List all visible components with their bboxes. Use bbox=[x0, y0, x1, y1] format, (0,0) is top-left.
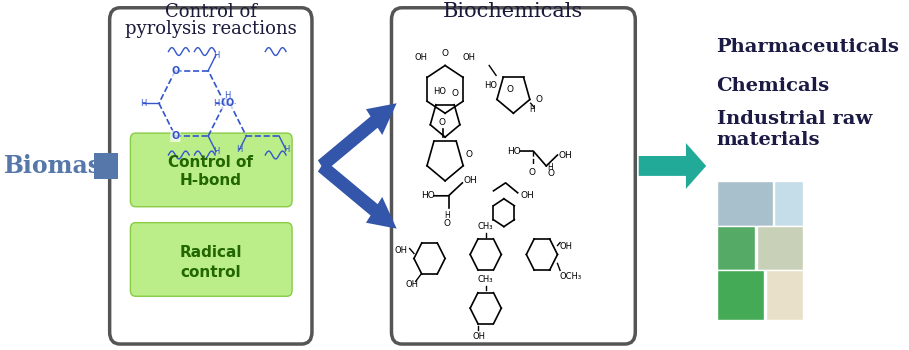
Text: O: O bbox=[225, 98, 234, 108]
Text: O: O bbox=[506, 85, 514, 94]
Text: Control of: Control of bbox=[168, 155, 254, 170]
Text: H: H bbox=[236, 145, 243, 154]
Text: OH: OH bbox=[558, 150, 572, 160]
Text: Chemicals: Chemicals bbox=[716, 77, 830, 95]
Polygon shape bbox=[318, 103, 396, 172]
Text: OH: OH bbox=[395, 246, 408, 255]
Text: O: O bbox=[442, 49, 448, 57]
Text: OH: OH bbox=[405, 280, 419, 289]
FancyBboxPatch shape bbox=[130, 223, 292, 296]
Polygon shape bbox=[318, 160, 396, 229]
Text: OH: OH bbox=[520, 191, 534, 200]
Text: OH: OH bbox=[463, 53, 475, 62]
Text: H: H bbox=[224, 91, 230, 100]
Text: O: O bbox=[465, 149, 473, 159]
Text: OH: OH bbox=[559, 242, 572, 251]
Text: Radical: Radical bbox=[180, 245, 242, 260]
Bar bbox=[757, 226, 803, 271]
Bar bbox=[95, 153, 118, 179]
Text: O: O bbox=[438, 118, 445, 127]
Text: H: H bbox=[283, 145, 289, 154]
FancyBboxPatch shape bbox=[130, 133, 292, 207]
Text: O: O bbox=[547, 169, 554, 178]
Text: H: H bbox=[213, 147, 219, 156]
Text: H: H bbox=[213, 50, 219, 60]
Text: Biomass: Biomass bbox=[4, 154, 115, 178]
Text: O: O bbox=[452, 89, 459, 98]
Text: Pharmaceuticals: Pharmaceuticals bbox=[716, 37, 899, 56]
Text: control: control bbox=[181, 265, 241, 280]
Text: HO: HO bbox=[421, 191, 435, 200]
Text: O: O bbox=[528, 168, 535, 177]
Text: CH₃: CH₃ bbox=[478, 222, 494, 231]
Text: HO: HO bbox=[507, 147, 521, 155]
Text: OH: OH bbox=[464, 176, 477, 186]
Text: pyrolysis reactions: pyrolysis reactions bbox=[125, 20, 296, 38]
Text: H: H bbox=[140, 99, 146, 108]
Text: OH: OH bbox=[415, 53, 427, 62]
Polygon shape bbox=[639, 143, 706, 189]
Text: HO: HO bbox=[434, 87, 446, 96]
Text: O: O bbox=[444, 219, 450, 228]
Bar bbox=[716, 226, 755, 271]
Bar bbox=[774, 181, 803, 226]
FancyBboxPatch shape bbox=[110, 8, 312, 344]
Text: O: O bbox=[535, 95, 543, 104]
Text: Industrial raw
materials: Industrial raw materials bbox=[716, 110, 872, 148]
FancyBboxPatch shape bbox=[392, 8, 635, 344]
Text: HO: HO bbox=[484, 81, 497, 90]
Text: H: H bbox=[444, 211, 450, 220]
Bar bbox=[765, 271, 803, 320]
Text: H-bond: H-bond bbox=[180, 173, 242, 188]
Bar bbox=[716, 271, 764, 320]
Text: O: O bbox=[221, 98, 229, 108]
Text: Biochemicals: Biochemicals bbox=[444, 2, 584, 21]
Text: O: O bbox=[171, 131, 179, 141]
Text: OCH₃: OCH₃ bbox=[559, 272, 582, 281]
Text: H: H bbox=[547, 163, 553, 173]
Text: H: H bbox=[530, 105, 535, 114]
Text: CH₃: CH₃ bbox=[478, 275, 494, 284]
Text: Control of: Control of bbox=[165, 3, 256, 21]
Text: H: H bbox=[213, 99, 219, 108]
Text: OH: OH bbox=[473, 332, 485, 341]
Bar bbox=[716, 181, 773, 226]
Text: O: O bbox=[171, 65, 179, 76]
